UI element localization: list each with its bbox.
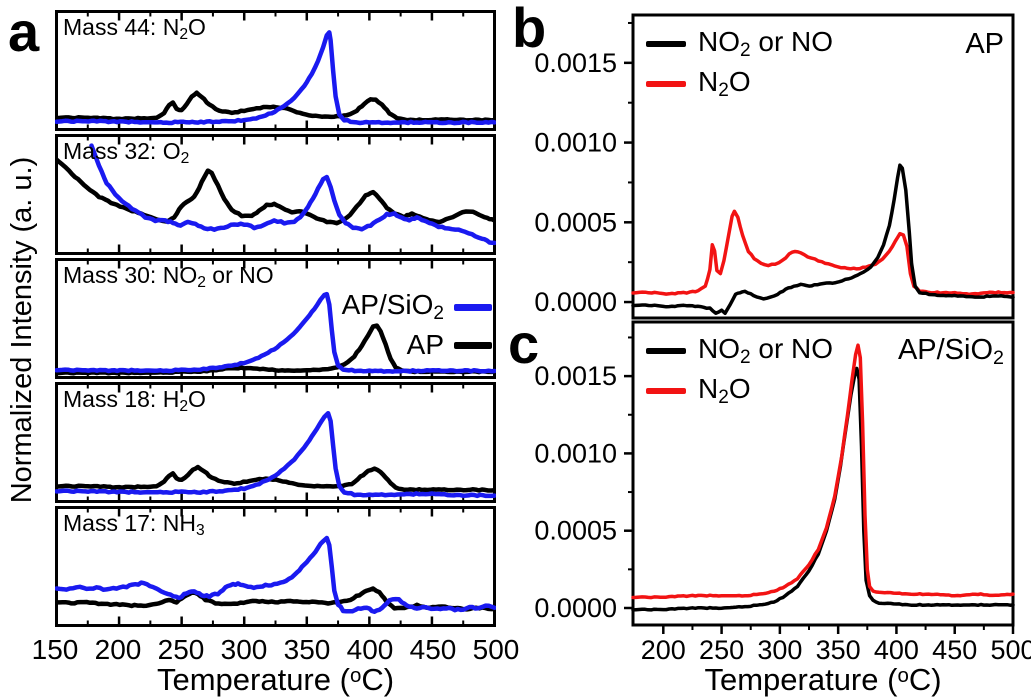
chart-mass44-n2o bbox=[55, 10, 496, 131]
y-tick-label: 0.0000 bbox=[534, 593, 617, 623]
x-tick-label: 400 bbox=[347, 634, 394, 665]
legend-label-n2o-b: N2O bbox=[698, 66, 751, 101]
legend-line-n2o-c bbox=[646, 388, 686, 394]
x-tick-label: 450 bbox=[410, 634, 457, 665]
panel-a-x-axis-labels: 150 200 250 300 350 400 450 500 bbox=[32, 634, 520, 665]
x-tick-label: 350 bbox=[284, 634, 331, 665]
legend-panel-a: AP/SiO2 AP bbox=[240, 288, 492, 364]
series-ap bbox=[55, 464, 496, 493]
y-tick-label: 0.0010 bbox=[534, 128, 617, 158]
x-tick-label: 400 bbox=[874, 635, 919, 665]
x-tick-label: 500 bbox=[473, 634, 520, 665]
series-n2o bbox=[631, 343, 1015, 600]
legend-label-ap: AP bbox=[406, 329, 444, 360]
sample-label-ap-sio2: AP/SiO2 bbox=[897, 334, 1004, 370]
chart-mass32-o2 bbox=[55, 134, 496, 255]
legend-item-ap: AP bbox=[240, 326, 492, 364]
series-ap bbox=[55, 157, 496, 226]
x-tick-label: 450 bbox=[932, 635, 977, 665]
y-tick-label: 0.0015 bbox=[534, 48, 617, 78]
legend-label-ap-sio2: AP/SiO2 bbox=[341, 289, 444, 324]
series-ap bbox=[55, 90, 496, 123]
legend-line-ap-sio2 bbox=[454, 303, 492, 311]
y-tick-label: 0.0000 bbox=[534, 287, 617, 317]
plot-border bbox=[631, 320, 1015, 627]
panel-letter-b: b bbox=[512, 0, 547, 59]
panel-letter-c: c bbox=[508, 312, 540, 375]
series-ap-sio2 bbox=[89, 143, 496, 246]
x-tick-label: 250 bbox=[699, 635, 744, 665]
subplot-label-mass17: Mass 17: NH3 bbox=[63, 510, 205, 539]
chart-mass18-h2o bbox=[55, 382, 496, 503]
x-axis-title-panel-a: Temperature (oC) bbox=[156, 662, 395, 697]
series-ap-sio2 bbox=[55, 30, 496, 126]
y-tick-label: 0.0005 bbox=[534, 207, 617, 237]
x-tick-label: 200 bbox=[95, 634, 142, 665]
legend-item-no2-no-b: NO2 or NO bbox=[646, 24, 833, 64]
x-tick-label: 250 bbox=[158, 634, 205, 665]
subplot-label-mass18: Mass 18: H2O bbox=[63, 386, 206, 415]
legend-item-no2-no-c: NO2 or NO bbox=[646, 331, 833, 371]
legend-line-no2-no-b bbox=[646, 41, 686, 47]
series-ap-sio2 bbox=[55, 535, 496, 614]
legend-label-n2o-c: N2O bbox=[698, 373, 751, 408]
x-tick-label: 300 bbox=[757, 635, 802, 665]
x-tick-label: 300 bbox=[221, 634, 268, 665]
legend-item-n2o-b: N2O bbox=[646, 64, 833, 104]
y-tick-label: 0.0015 bbox=[534, 361, 617, 391]
x-axis-title-panel-c: Temperature (oC) bbox=[704, 662, 942, 697]
chart-mass17-nh3 bbox=[55, 506, 496, 627]
series-n2o bbox=[631, 209, 1015, 297]
y-tick-label: 0.0010 bbox=[534, 438, 617, 468]
subplot-label-mass44: Mass 44: N2O bbox=[63, 14, 206, 43]
sample-label-ap: AP bbox=[965, 28, 1004, 60]
chart-ap: 0.0000 0.0005 0.0010 0.0015 bbox=[534, 13, 1015, 320]
legend-item-ap-sio2: AP/SiO2 bbox=[240, 288, 492, 326]
chart-mass30-no2-no bbox=[55, 258, 496, 379]
legend-panel-b: NO2 or NO N2O bbox=[646, 24, 833, 104]
plot-border bbox=[631, 13, 1015, 320]
y-tick-label: 0.0005 bbox=[534, 516, 617, 546]
legend-label-no2-no-c: NO2 or NO bbox=[698, 333, 834, 368]
legend-panel-c: NO2 or NO N2O bbox=[646, 331, 833, 411]
legend-line-n2o-b bbox=[646, 81, 686, 87]
legend-line-no2-no-c bbox=[646, 348, 686, 354]
legend-label-no2-no-b: NO2 or NO bbox=[698, 26, 834, 61]
series-ap-sio2 bbox=[55, 410, 496, 499]
legend-line-ap bbox=[454, 341, 492, 349]
y-axis-title: Normalized Intensity (a. u.) bbox=[6, 156, 38, 504]
x-tick-label: 200 bbox=[641, 635, 686, 665]
chart-ap-sio2: 200 250 300 350 400 450 500 0.0000 0.0005 0.0010 0… bbox=[534, 320, 1031, 665]
subplot-label-mass30: Mass 30: NO2 or NO bbox=[63, 262, 274, 291]
panel-letter-a: a bbox=[8, 0, 40, 63]
x-tick-label: 350 bbox=[816, 635, 861, 665]
series-ap-sio2 bbox=[55, 291, 496, 374]
legend-item-n2o-c: N2O bbox=[646, 371, 833, 411]
subplot-label-mass32: Mass 32: O2 bbox=[63, 138, 190, 167]
x-tick-label: 500 bbox=[990, 635, 1031, 665]
x-tick-label: 150 bbox=[32, 634, 79, 665]
series-no2-or-no bbox=[631, 163, 1015, 316]
